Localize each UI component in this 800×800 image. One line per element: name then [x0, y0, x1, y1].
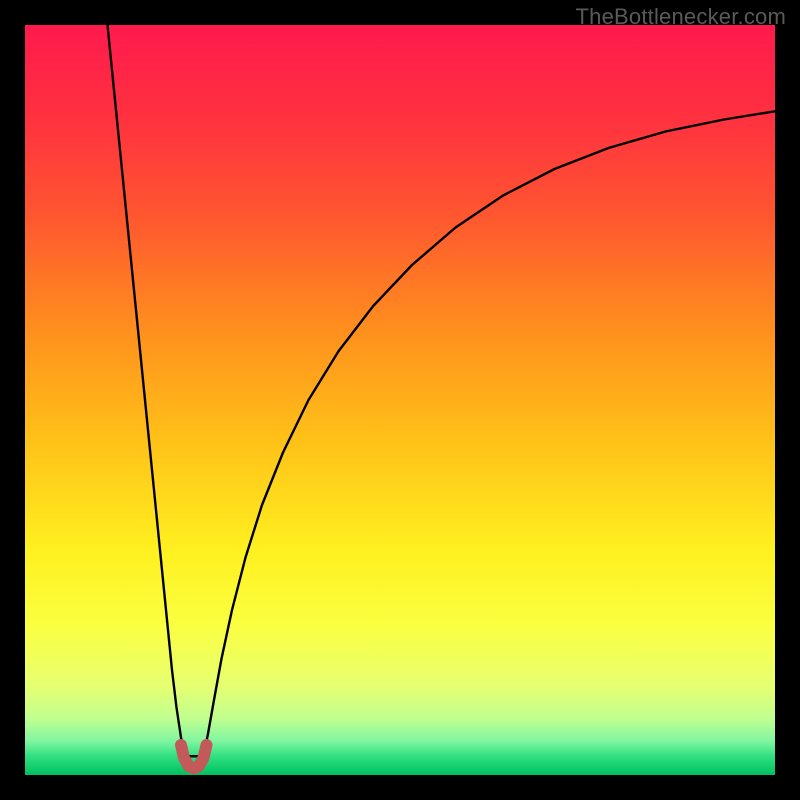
bottleneck-chart [0, 0, 800, 800]
watermark-label: TheBottlenecker.com [576, 4, 786, 30]
gradient-background [25, 25, 775, 775]
chart-stage: TheBottlenecker.com [0, 0, 800, 800]
